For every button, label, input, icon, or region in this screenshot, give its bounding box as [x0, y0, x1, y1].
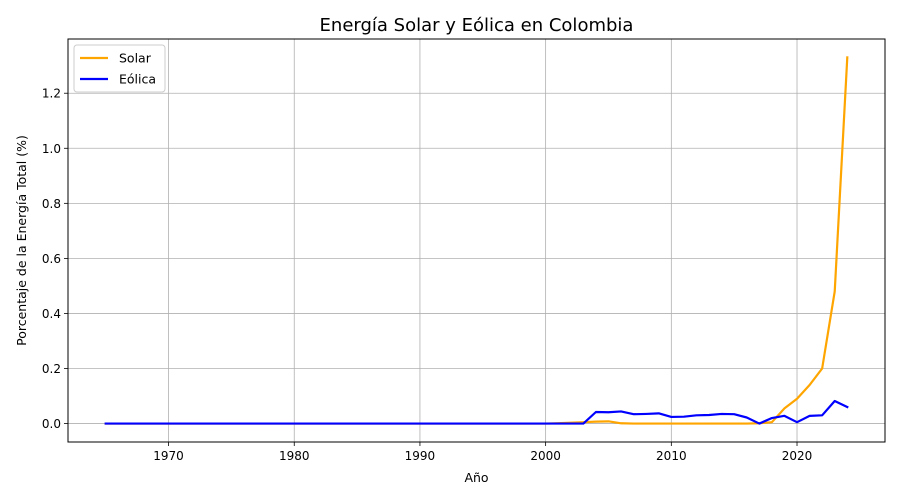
- y-tick-label: 0.8: [42, 197, 61, 211]
- x-tick-label: 1970: [153, 449, 184, 463]
- x-tick-label: 2020: [782, 449, 813, 463]
- legend-label: Solar: [119, 51, 152, 66]
- plot-frame: [67, 38, 886, 443]
- x-axis-ticks: 1970 1980 1990 2000 2010 2020: [153, 442, 812, 463]
- series-line-eólica: [104, 399, 849, 425]
- legend-label: Eólica: [119, 72, 156, 87]
- legend: Solar Eólica: [73, 44, 166, 93]
- y-tick-label: 0.0: [42, 417, 61, 431]
- y-axis-ticks: 0.0 0.2 0.4 0.6 0.8 1.0 1.2: [42, 87, 68, 431]
- x-tick-label: 2010: [656, 449, 687, 463]
- chart-title: Energía Solar y Eólica en Colombia: [320, 15, 634, 36]
- y-tick-label: 1.2: [42, 87, 61, 101]
- series-lines: [104, 56, 849, 425]
- x-tick-label: 1980: [279, 449, 310, 463]
- y-axis-label: Porcentaje de la Energía Total (%): [14, 135, 29, 346]
- y-tick-label: 0.6: [42, 252, 61, 266]
- y-tick-label: 0.2: [42, 362, 61, 376]
- x-axis-label: Año: [464, 470, 488, 485]
- x-tick-label: 2000: [530, 449, 561, 463]
- y-tick-label: 0.4: [42, 307, 61, 321]
- y-tick-label: 1.0: [42, 142, 61, 156]
- grid: [68, 39, 885, 442]
- legend-box: [73, 44, 166, 93]
- x-tick-label: 1990: [405, 449, 436, 463]
